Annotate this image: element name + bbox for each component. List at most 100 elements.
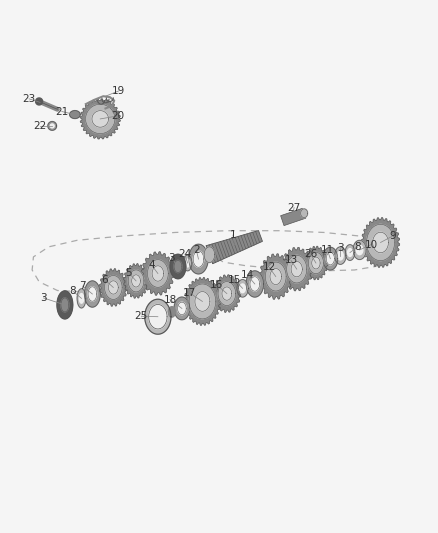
Polygon shape: [308, 252, 324, 273]
Text: 3: 3: [337, 243, 344, 253]
Polygon shape: [326, 253, 335, 265]
Text: 15: 15: [228, 274, 241, 285]
Polygon shape: [259, 254, 292, 300]
Circle shape: [215, 293, 216, 294]
Text: 21: 21: [55, 107, 68, 117]
Circle shape: [371, 227, 372, 228]
Text: 17: 17: [183, 288, 196, 298]
Circle shape: [193, 316, 194, 317]
Circle shape: [366, 251, 367, 252]
Circle shape: [114, 125, 115, 126]
Polygon shape: [286, 255, 307, 283]
Text: 2: 2: [193, 245, 200, 255]
Circle shape: [110, 106, 111, 107]
Polygon shape: [213, 274, 241, 312]
Polygon shape: [185, 259, 190, 267]
Polygon shape: [85, 104, 115, 134]
Polygon shape: [128, 270, 144, 292]
Polygon shape: [204, 247, 215, 263]
Polygon shape: [148, 260, 168, 287]
Polygon shape: [189, 284, 215, 319]
Circle shape: [371, 257, 372, 259]
Polygon shape: [152, 266, 164, 281]
Text: 5: 5: [125, 268, 132, 278]
Polygon shape: [291, 261, 302, 277]
Polygon shape: [141, 252, 174, 295]
Text: 4: 4: [148, 260, 155, 270]
Circle shape: [96, 103, 97, 104]
Polygon shape: [348, 248, 353, 256]
Circle shape: [110, 131, 111, 132]
Circle shape: [365, 242, 366, 243]
Polygon shape: [265, 262, 286, 291]
Text: 22: 22: [33, 121, 46, 131]
Circle shape: [389, 227, 391, 228]
Circle shape: [85, 111, 87, 113]
Text: 20: 20: [111, 111, 124, 121]
Circle shape: [205, 319, 206, 321]
Polygon shape: [109, 281, 118, 294]
Polygon shape: [50, 124, 54, 128]
Polygon shape: [281, 208, 306, 225]
Text: 12: 12: [263, 262, 276, 272]
Polygon shape: [70, 111, 80, 118]
Polygon shape: [132, 275, 141, 287]
Text: 19: 19: [112, 86, 125, 96]
Circle shape: [85, 125, 87, 126]
Polygon shape: [323, 247, 338, 270]
Circle shape: [89, 106, 91, 107]
Circle shape: [193, 286, 194, 287]
Polygon shape: [174, 297, 190, 320]
Text: 16: 16: [210, 280, 223, 290]
Polygon shape: [357, 245, 363, 255]
Polygon shape: [345, 245, 355, 261]
Text: 1: 1: [230, 230, 236, 240]
Circle shape: [216, 301, 218, 302]
Polygon shape: [373, 232, 389, 253]
Circle shape: [215, 309, 216, 310]
Text: 6: 6: [101, 274, 108, 285]
Polygon shape: [237, 280, 248, 297]
Polygon shape: [250, 277, 260, 291]
Polygon shape: [168, 306, 175, 317]
Polygon shape: [149, 304, 167, 329]
Polygon shape: [312, 257, 320, 269]
Polygon shape: [246, 271, 264, 297]
Circle shape: [89, 131, 91, 132]
Circle shape: [383, 261, 385, 262]
Polygon shape: [304, 246, 328, 280]
Text: 24: 24: [178, 249, 191, 259]
Circle shape: [383, 223, 385, 224]
Polygon shape: [353, 240, 366, 260]
Text: 14: 14: [241, 270, 254, 280]
Circle shape: [96, 134, 97, 135]
Text: 18: 18: [163, 295, 177, 305]
Circle shape: [389, 257, 391, 259]
Polygon shape: [174, 261, 182, 272]
Circle shape: [116, 118, 117, 120]
Polygon shape: [189, 244, 208, 274]
Circle shape: [393, 251, 395, 252]
Polygon shape: [57, 291, 73, 319]
Polygon shape: [35, 98, 42, 105]
Circle shape: [377, 261, 378, 262]
Polygon shape: [184, 278, 221, 326]
Polygon shape: [177, 302, 186, 314]
Polygon shape: [48, 122, 57, 130]
Circle shape: [189, 293, 190, 294]
Polygon shape: [270, 269, 282, 285]
Circle shape: [393, 233, 395, 235]
Text: 3: 3: [40, 293, 47, 303]
Text: 7: 7: [79, 281, 86, 291]
Polygon shape: [361, 217, 400, 268]
Polygon shape: [281, 247, 313, 291]
Polygon shape: [222, 287, 232, 300]
Polygon shape: [240, 284, 245, 293]
Circle shape: [103, 134, 105, 135]
Polygon shape: [367, 224, 395, 261]
Polygon shape: [206, 231, 262, 264]
Polygon shape: [195, 292, 210, 311]
Circle shape: [198, 282, 200, 284]
Text: 10: 10: [364, 240, 378, 249]
Polygon shape: [183, 255, 192, 271]
